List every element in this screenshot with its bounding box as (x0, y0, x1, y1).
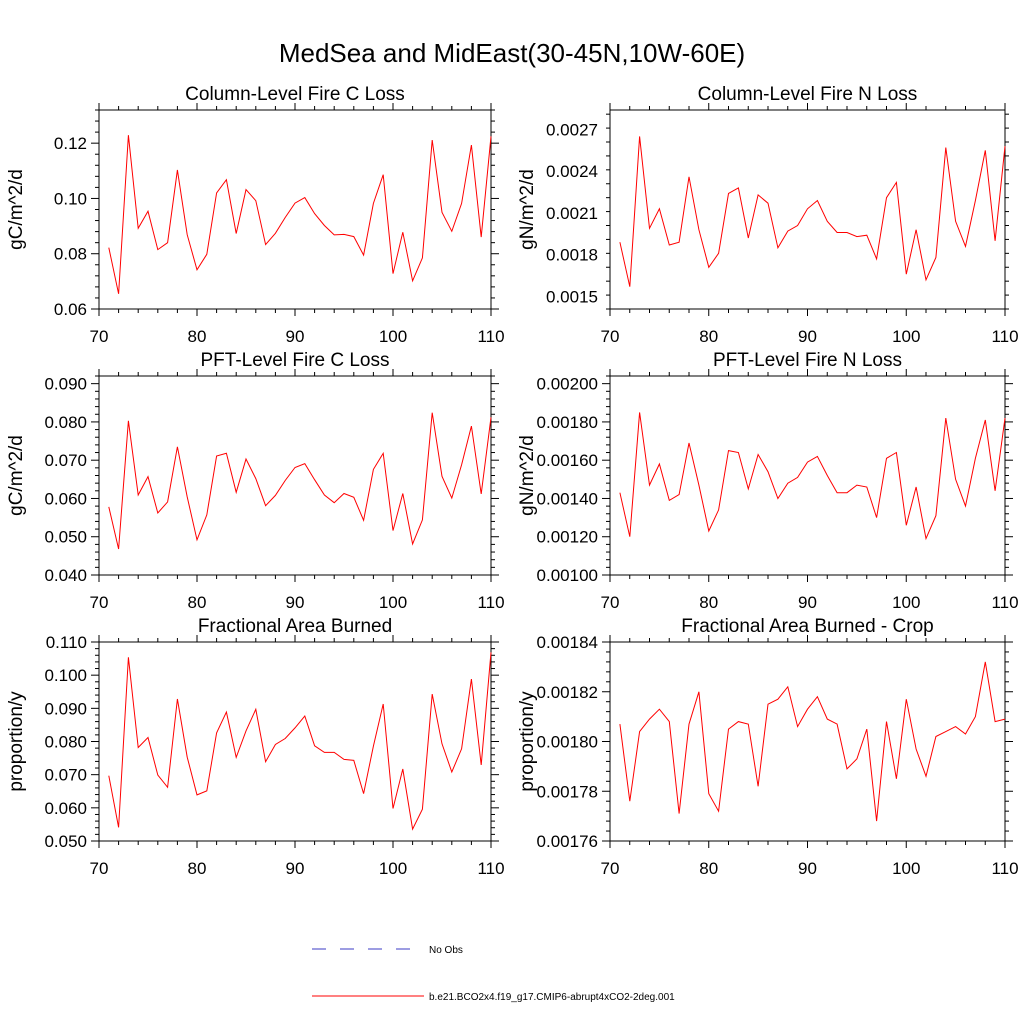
plot-frame (98, 109, 492, 310)
y-tick-label: 0.00180 (537, 733, 598, 752)
y-tick-label: 0.00184 (537, 633, 598, 652)
y-axis-label: proportion/y (6, 691, 27, 792)
panel-2: 70 80 90 100 110 0.0015 0.0018 0.0021 0.0024 0.00… (517, 84, 1019, 346)
series-line (619, 136, 1006, 287)
y-tick-label: 0.0024 (546, 162, 598, 181)
y-tick-label: 0.00178 (537, 782, 598, 801)
y-axis-label: proportion/y (517, 691, 538, 792)
x-tick-label: 80 (699, 593, 718, 612)
x-tick-label: 90 (286, 327, 305, 346)
plot-frame (98, 641, 492, 842)
x-tick-label: 70 (601, 859, 620, 878)
series-line (108, 135, 492, 294)
panel-3: 70 80 90 100 110 0.040 0.050 0.060 0.070 0.080 0.0… (6, 350, 505, 612)
x-tick-label: 80 (699, 327, 718, 346)
y-tick-label: 0.110 (46, 633, 87, 652)
y-tick-label: 0.060 (44, 799, 87, 818)
x-tick-label: 90 (798, 327, 817, 346)
panel-1: 70 80 90 100 110 0.06 0.08 0.10 0.12 Column-Level… (6, 84, 505, 346)
panel-title: PFT-Level Fire C Loss (201, 350, 390, 371)
y-tick-label: 0.0021 (546, 204, 598, 223)
y-axis-label: gN/m^2/d (517, 169, 538, 250)
y-tick-label: 0.08 (54, 245, 87, 264)
y-axis-label: gC/m^2/d (6, 169, 27, 250)
y-tick-label: 0.00140 (537, 489, 598, 508)
x-tick-label: 110 (477, 593, 504, 612)
panel-title: Fractional Area Burned - Crop (681, 616, 933, 637)
y-tick-label: 0.070 (44, 451, 87, 470)
x-tick-label: 70 (90, 859, 109, 878)
x-tick-label: 110 (991, 593, 1018, 612)
panel-6: 70 80 90 100 110 0.00176 0.00178 0.00180 0.00182… (517, 616, 1019, 878)
panel-title: Column-Level Fire C Loss (185, 84, 405, 105)
x-tick-label: 80 (699, 859, 718, 878)
x-tick-label: 90 (798, 593, 817, 612)
y-tick-label: 0.080 (44, 413, 87, 432)
y-tick-label: 0.00120 (537, 528, 598, 547)
plot-frame (609, 375, 1006, 576)
panels: 70 80 90 100 110 0.06 0.08 0.10 0.12 Column-Level… (6, 84, 1019, 878)
x-tick-label: 80 (188, 327, 207, 346)
figure-title: MedSea and MidEast(30-45N,10W-60E) (279, 38, 745, 68)
legend: No Obs b.e21.BCO2x4.f19_g17.CMIP6-abrupt4… (312, 945, 675, 1003)
x-tick-label: 90 (286, 859, 305, 878)
x-tick-label: 80 (188, 593, 207, 612)
series-line (108, 412, 492, 550)
x-tick-label: 90 (286, 593, 305, 612)
panel-title: Fractional Area Burned (198, 616, 392, 637)
y-tick-label: 0.00176 (537, 832, 598, 851)
x-tick-label: 100 (892, 327, 920, 346)
x-tick-label: 110 (991, 859, 1018, 878)
y-tick-label: 0.00160 (537, 451, 598, 470)
y-tick-label: 0.00100 (537, 566, 598, 585)
x-tick-label: 100 (892, 859, 920, 878)
series-line (619, 412, 1006, 541)
x-tick-label: 70 (601, 327, 620, 346)
y-tick-label: 0.12 (54, 134, 87, 153)
y-tick-label: 0.040 (44, 566, 87, 585)
plot-frame (98, 375, 492, 576)
x-tick-label: 100 (892, 593, 920, 612)
plot-frame (609, 641, 1006, 842)
x-tick-label: 70 (90, 327, 109, 346)
series-line (619, 661, 1006, 822)
y-tick-label: 0.0027 (546, 120, 598, 139)
panel-5: 70 80 90 100 110 0.050 0.060 0.070 0.080 0.090 0.1… (6, 616, 505, 878)
x-tick-label: 80 (188, 859, 207, 878)
y-tick-label: 0.070 (44, 766, 87, 785)
y-axis-label: gN/m^2/d (517, 435, 538, 516)
y-tick-label: 0.090 (44, 375, 87, 394)
panel-title: Column-Level Fire N Loss (698, 84, 918, 105)
legend-label-no-obs: No Obs (429, 945, 463, 956)
x-tick-label: 70 (90, 593, 109, 612)
y-tick-label: 0.06 (54, 300, 87, 319)
panel-title: PFT-Level Fire N Loss (713, 350, 902, 371)
y-tick-label: 0.0018 (546, 246, 598, 265)
y-tick-label: 0.060 (44, 489, 87, 508)
y-tick-label: 0.0015 (546, 287, 598, 306)
y-axis-label: gC/m^2/d (6, 435, 27, 516)
x-tick-label: 110 (991, 327, 1018, 346)
y-tick-label: 0.090 (44, 699, 87, 718)
x-tick-label: 90 (798, 859, 817, 878)
y-tick-label: 0.10 (54, 189, 87, 208)
y-tick-label: 0.050 (44, 832, 87, 851)
series-line (108, 652, 492, 831)
x-tick-label: 70 (601, 593, 620, 612)
x-tick-label: 100 (379, 593, 407, 612)
x-tick-label: 110 (477, 859, 504, 878)
x-tick-label: 100 (379, 859, 407, 878)
legend-label-run: b.e21.BCO2x4.f19_g17.CMIP6-abrupt4xCO2-2… (429, 992, 675, 1003)
x-tick-label: 110 (477, 327, 504, 346)
y-tick-label: 0.050 (44, 528, 87, 547)
y-tick-label: 0.00200 (537, 375, 598, 394)
y-tick-label: 0.00182 (537, 683, 598, 702)
panel-4: 70 80 90 100 110 0.00100 0.00120 0.00140 0.00160… (517, 350, 1019, 612)
y-tick-label: 0.100 (44, 666, 87, 685)
y-tick-label: 0.00180 (537, 413, 598, 432)
x-tick-label: 100 (379, 327, 407, 346)
y-tick-label: 0.080 (44, 733, 87, 752)
